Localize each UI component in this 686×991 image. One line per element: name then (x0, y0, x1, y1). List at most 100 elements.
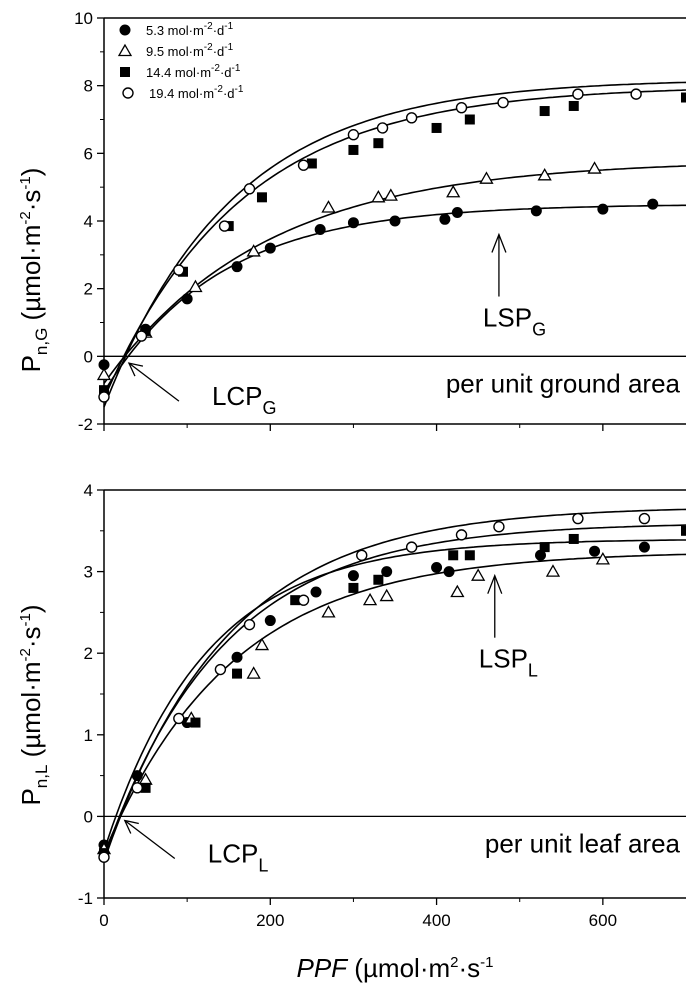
data-point (451, 207, 463, 219)
points-bottom (96, 512, 686, 863)
ylab-main: P (16, 788, 46, 805)
data-point (597, 203, 609, 215)
fit-curve (103, 524, 686, 858)
axis-frame-bottom (103, 489, 686, 899)
fit-curve (103, 539, 686, 851)
data-point (181, 293, 193, 305)
data-point (314, 223, 326, 235)
data-point (243, 183, 256, 195)
y-axis-label-top: Pn,G (µmol·m-2·s-1) (16, 168, 51, 373)
data-point (493, 521, 505, 533)
data-point (455, 529, 468, 541)
data-point (405, 112, 418, 124)
data-point (297, 159, 310, 171)
y-tick-label: 10 (74, 9, 93, 28)
data-point (572, 512, 584, 525)
data-point (681, 92, 686, 103)
data-point (530, 205, 542, 217)
data-point (243, 618, 256, 631)
data-point (446, 184, 461, 198)
panel-ground-area: -2 0 2 4 6 8 10 5.3 mol·m-2·d-1 9.5 mol·m-2·d-1… (16, 9, 686, 434)
data-point (638, 541, 650, 553)
fit-curve (103, 508, 686, 862)
data-point (135, 330, 148, 342)
data-point (290, 595, 301, 606)
data-point (188, 279, 203, 293)
data-point (638, 512, 651, 525)
ylab-pre: (µmol·m (16, 225, 46, 328)
x-tick-label: 600 (589, 911, 617, 930)
data-point (173, 264, 185, 276)
fit-curve (103, 89, 686, 399)
data-point (348, 582, 359, 593)
data-point (450, 584, 465, 598)
data-point (99, 385, 109, 396)
ylab-pre: (µmol·m (16, 661, 46, 764)
data-point (264, 242, 276, 254)
data-point (310, 586, 322, 598)
y-tick-label: 6 (84, 144, 93, 163)
data-point (190, 717, 201, 728)
legend-label: 14.4 mol·m-2·d-1 (146, 63, 241, 80)
lsp-label: LSPL (479, 644, 538, 681)
data-point (356, 549, 368, 561)
y-tick-label: 4 (84, 481, 93, 500)
data-point (455, 101, 468, 114)
lcp-arrow-head (127, 362, 144, 377)
data-point (140, 325, 151, 336)
y-tick-label: 8 (84, 77, 93, 96)
legend-label: 19.4 mol·m-2·d-1 (149, 84, 244, 101)
data-point (321, 605, 336, 618)
ylab-e1: -2 (17, 648, 34, 661)
data-point (231, 651, 243, 663)
data-point (479, 171, 494, 184)
ylab-sub: n,L (32, 765, 51, 789)
data-point (630, 88, 642, 100)
legend-marker (119, 24, 131, 36)
data-point (256, 192, 267, 203)
x-ticks-bottom: 0 200 400 600 (99, 898, 617, 930)
data-point (347, 217, 359, 229)
data-point (347, 570, 359, 582)
legend-marker (117, 43, 133, 57)
y-tick-label: 0 (84, 807, 93, 826)
data-point (443, 566, 455, 578)
data-point (173, 712, 185, 725)
data-point (383, 188, 398, 201)
data-point (471, 568, 486, 581)
data-point (589, 545, 601, 557)
ylab-post: ) (16, 168, 46, 177)
data-point (572, 88, 584, 100)
data-point (431, 562, 443, 574)
data-point (373, 138, 384, 149)
data-point (568, 533, 579, 544)
xlab-mid: ·s (458, 953, 480, 983)
data-point (231, 261, 243, 273)
ylab-main: P (16, 355, 46, 372)
data-point (537, 168, 552, 181)
data-point (431, 122, 442, 133)
y-tick-label: 0 (84, 347, 93, 366)
data-point (381, 566, 393, 578)
data-point (464, 550, 475, 561)
data-point (497, 96, 509, 109)
fit-curve (103, 81, 686, 408)
y-tick-label: -2 (78, 415, 93, 434)
lcp-arrow-head (123, 819, 139, 834)
x-axis-label: PPF (µmol·m2·s-1 (296, 953, 493, 983)
data-point (140, 782, 151, 793)
data-point (131, 770, 143, 782)
fit-curve (103, 553, 686, 854)
data-point (246, 244, 261, 257)
x-tick-label: 200 (256, 911, 284, 930)
x-tick-label: 400 (422, 911, 450, 930)
data-point (321, 200, 336, 213)
data-point (362, 592, 378, 606)
legend-label: 9.5 mol·m-2·d-1 (146, 42, 234, 59)
data-point (297, 594, 310, 606)
y-tick-label: 4 (84, 212, 93, 231)
ylab-sub: n,G (32, 328, 51, 355)
ylab-e1: -2 (17, 211, 34, 224)
y-axis-label-bottom: Pn,L (µmol·m-2·s-1) (16, 604, 51, 805)
